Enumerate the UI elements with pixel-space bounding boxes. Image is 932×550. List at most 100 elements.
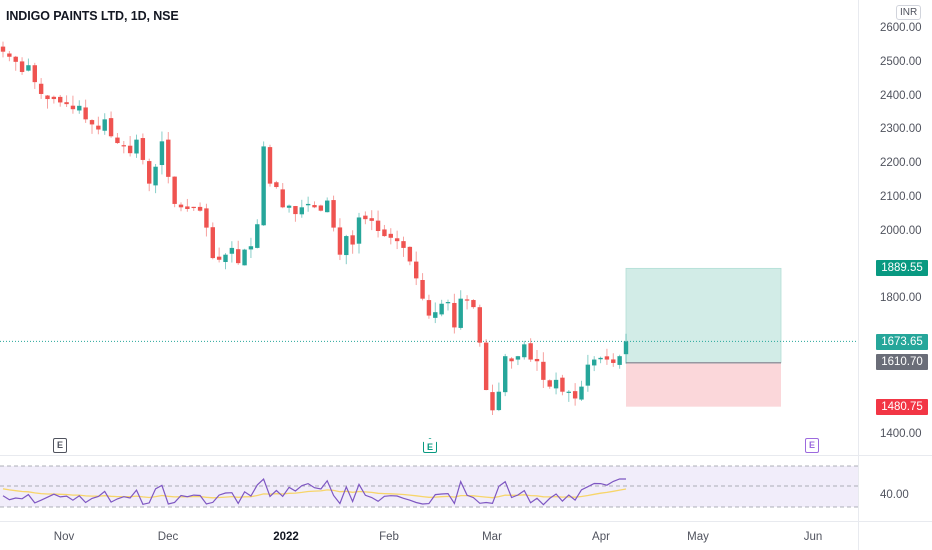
candle-body (592, 359, 597, 366)
entry-price-tag: 1610.70 (876, 354, 928, 370)
earnings-marker-icon[interactable]: E (805, 438, 819, 453)
candle-body (45, 95, 50, 100)
time-axis-label: 2022 (273, 531, 299, 543)
last-price-tag: 1673.65 (876, 334, 928, 350)
rsi-line (2, 477, 626, 506)
candle-body (204, 208, 209, 228)
candle-body (216, 256, 222, 260)
candle-body (13, 56, 18, 62)
price-axis-tick: 2200.00 (880, 157, 922, 169)
candle-body (178, 204, 184, 208)
candle-body (267, 147, 273, 184)
candle-body (70, 105, 76, 110)
candle-body (26, 65, 31, 71)
price-axis-tick: 2400.00 (880, 90, 922, 102)
candle-body (159, 141, 165, 166)
candle-body (83, 107, 88, 120)
time-axis-label: Mar (482, 531, 502, 543)
currency-label[interactable]: INR (896, 5, 922, 20)
candle-body (414, 261, 419, 279)
candle-body (280, 189, 285, 208)
time-axis-label: Dec (157, 531, 179, 543)
price-axis-tick: 1800.00 (880, 292, 922, 304)
candle-body (375, 220, 381, 231)
candle-body (108, 118, 114, 137)
time-axis-label: Feb (379, 531, 399, 543)
candle-body (547, 380, 552, 387)
candle-body (121, 145, 126, 147)
candle-body (51, 96, 57, 100)
candle-body (242, 249, 247, 266)
candle-body (585, 364, 591, 386)
candle-body (471, 300, 476, 308)
candle-body (140, 138, 146, 160)
candle-body (483, 342, 489, 391)
candle-body (191, 206, 196, 209)
candle-body (64, 102, 69, 105)
candle-body (496, 391, 502, 411)
price-axis-tick: 2100.00 (880, 191, 922, 203)
candle-body (255, 224, 260, 248)
price-chart[interactable] (0, 0, 858, 550)
candle-body (236, 249, 241, 264)
candle-body (299, 207, 304, 215)
candle-body (19, 61, 25, 72)
candle-body (445, 302, 451, 304)
candle-body (541, 361, 546, 380)
candle-body (452, 302, 457, 328)
time-axis-label: May (687, 531, 709, 543)
time-axis-label: Jun (803, 531, 823, 543)
candle-body (560, 377, 565, 392)
price-axis-tick: 2000.00 (880, 225, 922, 237)
time-axis-label: Nov (53, 531, 75, 543)
pane-separator[interactable] (0, 455, 932, 456)
candle-body (515, 356, 521, 360)
candle-body (127, 145, 133, 154)
candle-body (172, 176, 177, 204)
candle-body (579, 386, 584, 400)
candle-body (325, 200, 330, 213)
candle-body (407, 246, 413, 262)
candle-body (572, 391, 578, 399)
earnings-marker-icon[interactable]: E (53, 438, 67, 453)
candle-body (522, 344, 527, 358)
stop-price-tag: 1480.75 (876, 399, 928, 415)
candle-body (96, 125, 101, 130)
candle-body (248, 246, 254, 250)
symbol-title: INDIGO PAINTS LTD, 1D, NSE (6, 9, 179, 23)
candle-body (153, 166, 158, 186)
earnings-marker-icon[interactable]: E (423, 438, 437, 453)
candle-body (388, 233, 393, 238)
long-position-profit-zone (625, 267, 782, 364)
candle-body (528, 343, 533, 360)
candle-body (623, 341, 629, 355)
candle-body (312, 205, 317, 208)
candle-body (229, 247, 235, 254)
candle-body (274, 182, 279, 188)
candle-body (89, 120, 95, 125)
rsi-band-background (0, 466, 858, 507)
candle-body (350, 235, 355, 245)
price-axis[interactable] (858, 0, 932, 550)
candle-body (401, 241, 406, 248)
candle-body (356, 217, 362, 244)
price-axis-tick: 2600.00 (880, 22, 922, 34)
candle-body (426, 300, 432, 316)
candle-body (261, 146, 266, 226)
candle-body (210, 227, 215, 259)
candle-body (134, 139, 139, 154)
candle-body (223, 254, 228, 263)
candle-body (337, 227, 343, 255)
candle-body (477, 307, 482, 343)
candle-body (32, 65, 37, 83)
candle-body (7, 53, 12, 57)
candle-body (331, 200, 336, 228)
candle-body (503, 356, 508, 393)
time-axis-separator (0, 521, 932, 522)
candle-body (394, 238, 400, 242)
candle-body (58, 96, 63, 103)
candle-body (0, 46, 6, 52)
price-axis-tick: 1400.00 (880, 428, 922, 440)
candle-body (553, 379, 559, 389)
target-price-tag: 1889.55 (876, 260, 928, 276)
